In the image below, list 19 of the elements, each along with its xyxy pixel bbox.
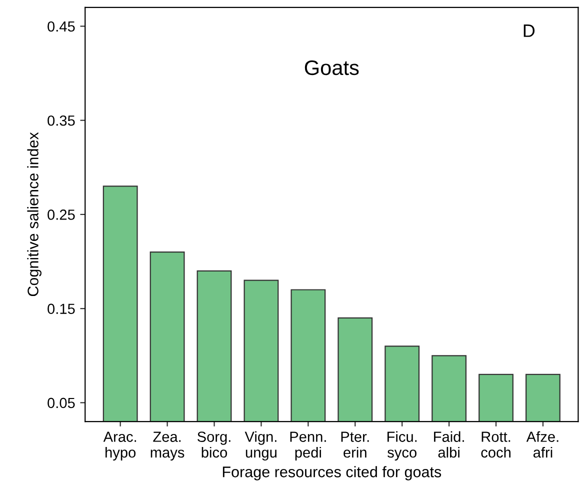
y-tick-label: 0.45 <box>48 21 75 32</box>
x-tick-label: Zea. mays <box>150 432 184 461</box>
annotation: D <box>524 24 535 37</box>
x-tick-label: Faid. albi <box>434 431 464 458</box>
y-tick-label: 0.25 <box>48 210 75 220</box>
x-tick-label: Sorg. bico <box>197 432 230 458</box>
x-tick-label: Afze. afri <box>526 431 558 458</box>
x-tick-label: Vign. ungu <box>244 431 276 461</box>
y-tick-label: 0.35 <box>48 115 75 126</box>
x-tick-label: Penn. pedi <box>290 432 326 461</box>
x-tick-label: Ficu. syco <box>387 431 417 461</box>
y-axis-title: Cognitive salience index <box>27 132 42 296</box>
x-axis-title: Forage resources cited for goats <box>222 466 442 480</box>
text: Goats <box>304 60 359 76</box>
y-tick-label: 0.05 <box>48 398 75 408</box>
y-tick-label: 0.15 <box>48 304 75 314</box>
x-tick-label: Arac. hypo <box>103 432 136 461</box>
x-tick-label: Rott. coch <box>481 432 510 458</box>
x-tick-label: Pter. erin <box>341 432 369 458</box>
